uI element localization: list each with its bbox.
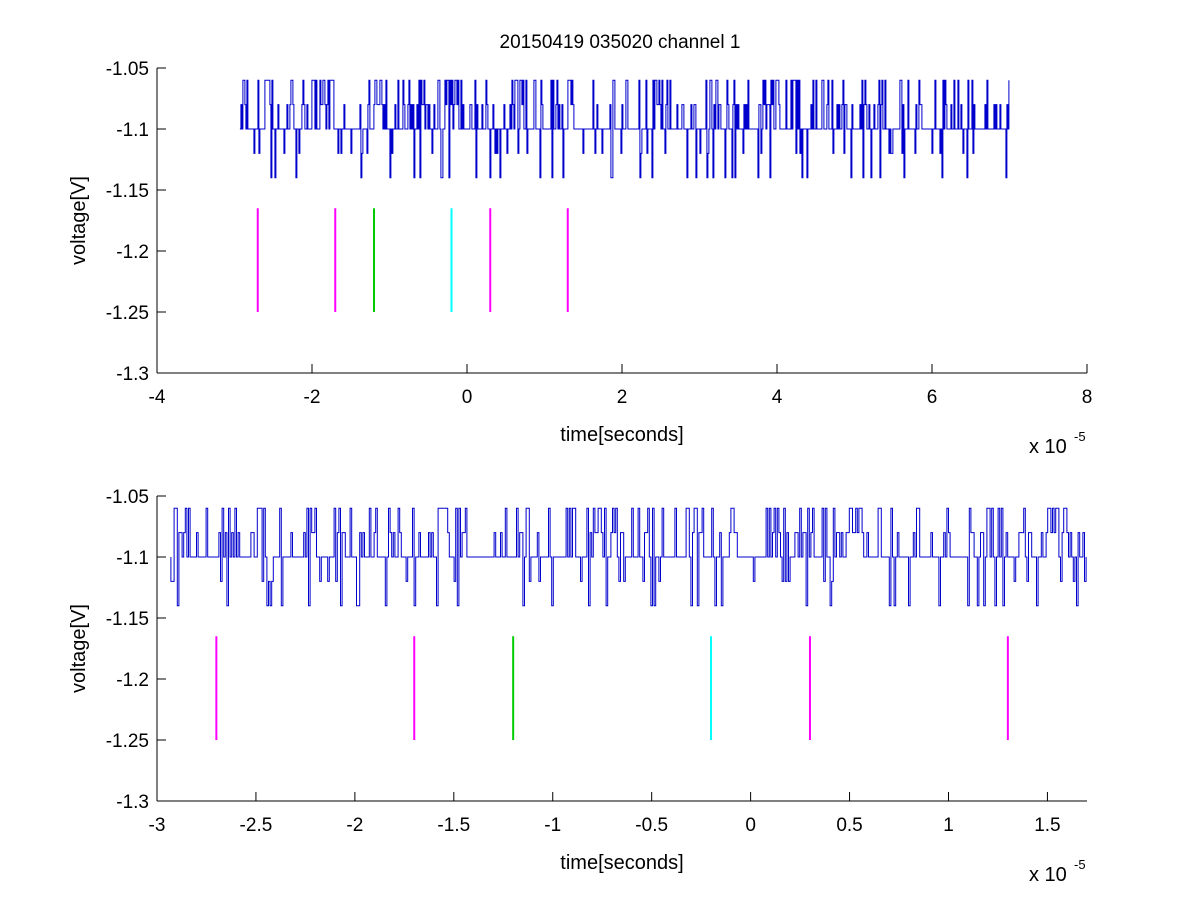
x-tick-label: 4 (772, 387, 783, 408)
y-tick-label: -1.15 (106, 609, 149, 630)
y-tick-label: -1.2 (116, 242, 149, 263)
x-tick-label: 8 (1082, 387, 1093, 408)
x-tick-label: 0 (462, 387, 473, 408)
x-tick-label: -1.5 (437, 815, 470, 836)
x-tick-label: 0.5 (836, 815, 862, 836)
y-tick-label: -1.2 (116, 670, 149, 691)
voltage-trace (239, 79, 1010, 179)
x-tick-label: -2 (346, 815, 363, 836)
y-tick-label: -1.15 (106, 181, 149, 202)
x-axis-label: time[seconds] (560, 424, 683, 446)
x-tick-label: 2 (617, 387, 628, 408)
y-tick-label: -1.25 (106, 303, 149, 324)
x-axis-label: time[seconds] (560, 852, 683, 874)
x-multiplier-base: x 10 (1029, 864, 1067, 886)
voltage-trace (170, 507, 1087, 607)
x-tick-label: -3 (149, 815, 166, 836)
y-tick-label: -1.3 (116, 364, 149, 385)
x-multiplier-exponent: -5 (1074, 857, 1086, 872)
y-axis-label: voltage[V] (68, 604, 90, 693)
x-tick-label: 1.5 (1034, 815, 1060, 836)
x-tick-label: -1 (544, 815, 561, 836)
x-tick-label: 1 (943, 815, 954, 836)
y-tick-label: -1.05 (106, 59, 149, 80)
x-tick-label: 0 (745, 815, 756, 836)
x-multiplier-base: x 10 (1029, 436, 1067, 458)
y-tick-label: -1.1 (116, 120, 149, 141)
y-axis-label: voltage[V] (68, 176, 90, 265)
axes-top: -4 -2 0 2 4 6 8 -1.3 -1.25 -1.2 -1.15 -1.1 -1.05 time… (68, 59, 1092, 458)
axes-bottom: -3 -2.5 -2 -1.5 -1 -0.5 0 0.5 1 1.5 -1.3 -1.25 -1.2 -… (68, 487, 1087, 886)
x-multiplier-exponent: -5 (1074, 429, 1086, 444)
y-tick-label: -1.1 (116, 548, 149, 569)
y-tick-label: -1.3 (116, 792, 149, 813)
x-tick-label: -2.5 (240, 815, 273, 836)
figure-title: 20150419 035020 channel 1 (500, 32, 741, 53)
x-tick-label: 6 (927, 387, 938, 408)
y-tick-label: -1.05 (106, 487, 149, 508)
x-tick-label: -4 (149, 387, 166, 408)
x-tick-label: -0.5 (635, 815, 668, 836)
y-tick-label: -1.25 (106, 731, 149, 752)
x-tick-label: -2 (304, 387, 321, 408)
